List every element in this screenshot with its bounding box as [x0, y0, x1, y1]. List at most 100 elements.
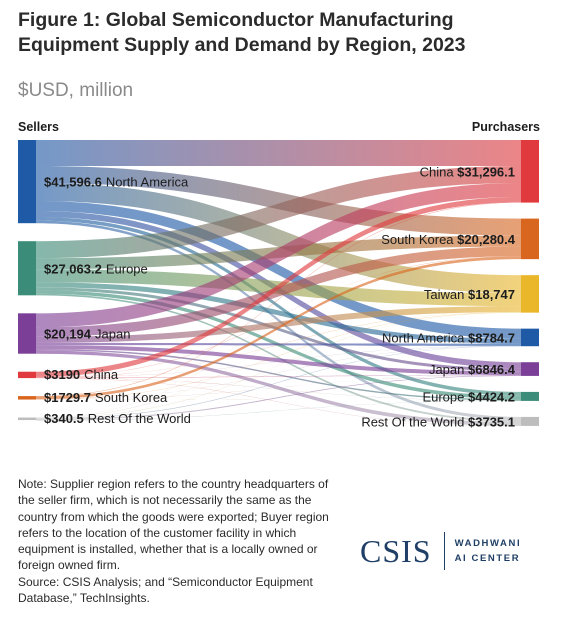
purchaser-name: Japan	[429, 362, 468, 377]
purchaser-value: $6846.4	[468, 362, 516, 377]
purchaser-label: Rest Of the World $3735.1	[361, 414, 515, 429]
purchaser-label: Europe $4424.2	[422, 389, 515, 404]
flow-link	[36, 201, 521, 339]
note-text: Note: Supplier region refers to the coun…	[18, 477, 329, 573]
logo-wordmark: CSIS	[360, 532, 432, 569]
flow-link	[36, 282, 521, 344]
flow-group	[36, 140, 521, 427]
seller-label: $3190 China	[44, 367, 119, 382]
chart-subtitle: $USD, million	[18, 80, 134, 101]
seller-label: $340.5 Rest Of the World	[44, 411, 191, 426]
flow-link	[36, 312, 521, 378]
seller-label: $1729.7 South Korea	[44, 390, 168, 405]
purchaser-label: Taiwan $18,747	[424, 287, 515, 302]
purchaser-bar	[521, 328, 539, 347]
flow-link	[36, 377, 521, 401]
notes-block: Note: Supplier region refers to the coun…	[18, 476, 348, 606]
purchaser-bar	[521, 218, 539, 260]
purchaser-bar	[521, 391, 539, 401]
seller-name: South Korea	[95, 390, 168, 405]
logo-line2: AI CENTER	[454, 553, 521, 564]
flow-link	[36, 217, 521, 396]
flow-link	[36, 293, 521, 422]
seller-name: Japan	[95, 327, 130, 342]
flow-link	[36, 256, 521, 378]
csis-logo: CSIS WADHWANI AI CENTER	[360, 532, 521, 570]
seller-value: $41,596.6	[44, 175, 102, 190]
purchaser-value: $18,747	[468, 287, 515, 302]
flow-link	[36, 400, 521, 421]
flow-link	[36, 375, 521, 400]
purchaser-bar	[521, 140, 539, 203]
flow-link	[36, 183, 521, 294]
flow-link	[36, 399, 521, 401]
flow-link	[36, 220, 521, 421]
seller-value: $27,063.2	[44, 261, 102, 276]
logo-subtitle: WADHWANI AI CENTER	[455, 536, 522, 566]
seller-bar	[18, 140, 36, 224]
seller-name: China	[84, 367, 119, 382]
purchaser-name: China	[420, 164, 458, 179]
purchaser-bar	[521, 362, 539, 376]
sankey-chart: $41,596.6 North America $27,063.2 Europe $20…	[18, 140, 539, 429]
seller-name: North America	[106, 175, 189, 190]
flow-link	[36, 202, 521, 397]
seller-value: $3190	[44, 367, 80, 382]
flow-link	[36, 342, 521, 346]
flow-link	[36, 345, 521, 376]
flow-link	[36, 312, 521, 419]
flow-link	[36, 312, 521, 400]
purchaser-value: $4424.2	[468, 389, 515, 404]
seller-bar	[18, 396, 36, 400]
seller-label: $41,596.6 North America	[44, 175, 189, 190]
seller-value: $340.5	[44, 411, 84, 426]
purchaser-name: North America	[382, 330, 468, 345]
flow-link	[36, 350, 521, 426]
flow-link	[36, 349, 521, 401]
purchaser-value: $31,296.1	[457, 164, 515, 179]
seller-label: $27,063.2 Europe	[44, 261, 148, 276]
purchaser-label: Japan $6846.4	[429, 362, 516, 377]
purchaser-bar	[521, 416, 539, 426]
source-text: Source: CSIS Analysis; and “Semiconducto…	[18, 574, 313, 606]
purchaser-value: $3735.1	[468, 414, 515, 429]
flow-link	[36, 287, 521, 372]
sellers-column-label: Sellers	[18, 120, 60, 134]
purchasers-column-label: Purchasers	[471, 120, 540, 134]
purchaser-value: $20,280.4	[457, 232, 516, 247]
flow-link	[36, 183, 521, 328]
flow-link	[36, 140, 521, 166]
purchaser-label: South Korea $20,280.4	[381, 232, 515, 247]
purchaser-name: South Korea	[381, 232, 457, 247]
flow-link	[36, 246, 521, 337]
seller-value: $1729.7	[44, 390, 91, 405]
chart-title: Figure 1: Global Semiconductor Manufactu…	[18, 9, 466, 56]
seller-name: Europe	[106, 261, 148, 276]
purchaser-bar	[521, 275, 539, 313]
flow-link	[36, 256, 521, 400]
flow-link	[36, 202, 521, 418]
flow-link	[36, 197, 521, 377]
flow-link	[36, 399, 521, 427]
logo-divider	[443, 532, 445, 570]
purchaser-name: Rest Of the World	[361, 414, 468, 429]
seller-bar	[18, 417, 36, 421]
purchaser-name: Taiwan	[424, 287, 468, 302]
flow-link	[36, 375, 521, 378]
seller-bar	[18, 313, 36, 354]
purchaser-name: Europe	[422, 389, 468, 404]
seller-label: $20,194 Japan	[44, 327, 130, 342]
seller-bar	[18, 241, 36, 296]
flow-link	[36, 345, 521, 378]
flow-link	[36, 345, 521, 400]
flow-link	[36, 346, 521, 419]
seller-value: $20,194	[44, 327, 92, 342]
flow-link	[36, 259, 521, 418]
logo-line1: WADHWANI	[454, 538, 522, 549]
seller-bar	[18, 371, 36, 379]
seller-name: Rest Of the World	[88, 411, 191, 426]
flow-link	[36, 306, 521, 343]
flow-link	[36, 166, 521, 259]
flow-link	[36, 377, 521, 427]
purchaser-label: North America $8784.7	[382, 330, 515, 345]
